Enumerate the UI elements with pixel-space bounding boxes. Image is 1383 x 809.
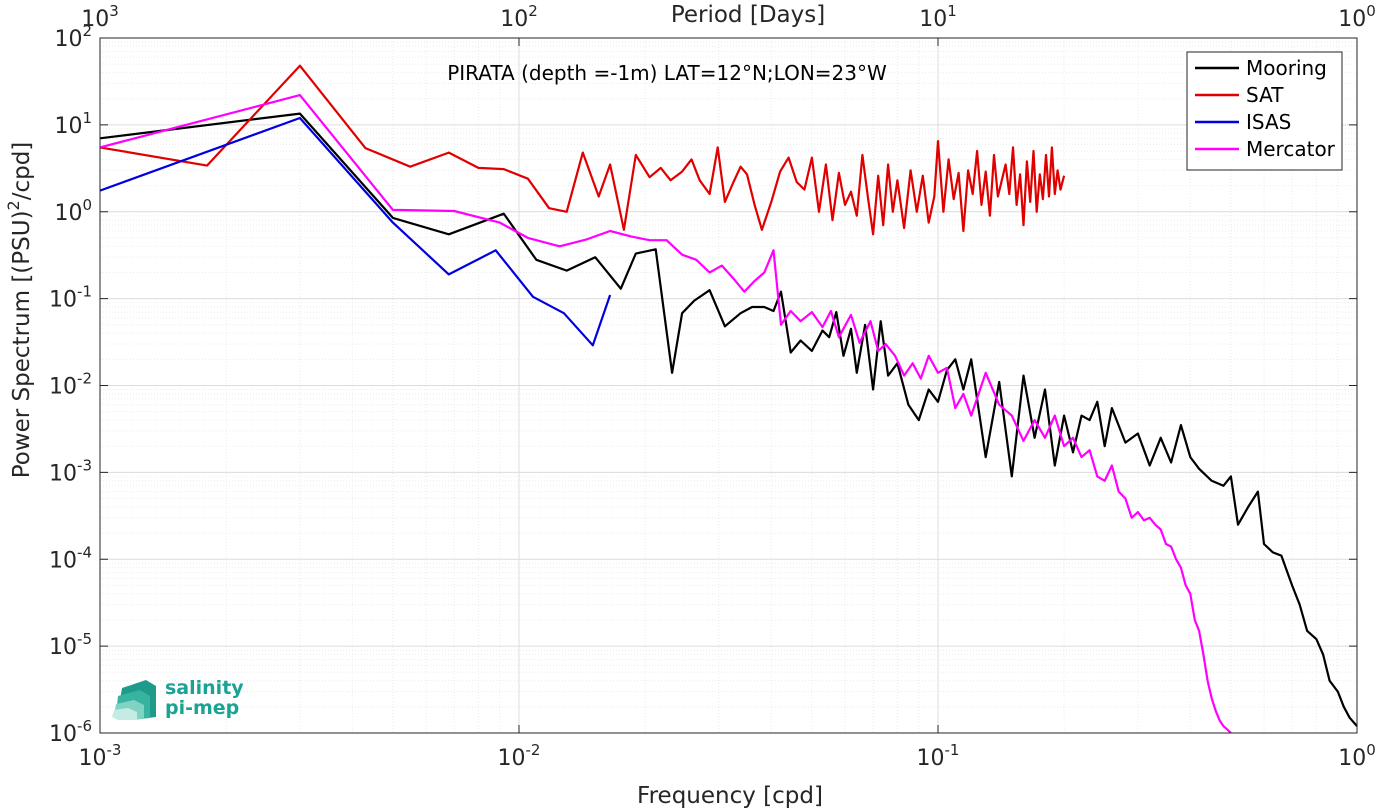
series-line-sat bbox=[99, 64, 1066, 236]
y-tick-label: 10-4 bbox=[49, 543, 92, 573]
y-tick-label: 101 bbox=[54, 109, 92, 139]
legend: Mooring SAT ISAS Mercator bbox=[1186, 51, 1343, 171]
series-line-isas bbox=[99, 116, 612, 347]
y-tick-label: 10-1 bbox=[49, 283, 92, 313]
legend-box bbox=[1186, 51, 1343, 171]
grid bbox=[99, 38, 1357, 734]
series-line-mooring bbox=[99, 112, 1358, 727]
y-axis-label: Power Spectrum [(PSU)2/cpd] bbox=[4, 142, 35, 479]
x-axis-label: Frequency [cpd] bbox=[637, 783, 823, 809]
x-tick-label: 10-1 bbox=[917, 741, 960, 771]
x-tick-label: 100 bbox=[1338, 741, 1376, 771]
y-tick-label: 10-2 bbox=[49, 370, 92, 400]
x2-tick-label: 101 bbox=[919, 2, 957, 32]
y-tick-label: 100 bbox=[54, 196, 92, 226]
y-tick-label: 10-6 bbox=[49, 717, 92, 747]
x2-tick-label: 102 bbox=[500, 2, 538, 32]
x2-tick-label: 103 bbox=[81, 2, 119, 32]
x-tick-label: 10-2 bbox=[498, 741, 541, 771]
series-line-mercator bbox=[99, 93, 1232, 734]
top-axis-label: Period [Days] bbox=[671, 2, 825, 28]
legend-label: SAT bbox=[1246, 83, 1284, 107]
y-tick-label: 10-3 bbox=[49, 456, 92, 486]
logo-mark-icon bbox=[112, 680, 156, 720]
legend-label: Mooring bbox=[1246, 56, 1327, 80]
legend-label: ISAS bbox=[1246, 110, 1291, 134]
y-tick-label: 102 bbox=[54, 22, 92, 52]
chart-title: PIRATA (depth =-1m) LAT=12°N;LON=23°W bbox=[447, 61, 887, 85]
x2-tick-label: 100 bbox=[1338, 2, 1376, 32]
salinity-pi-mep-logo: salinity pi-mep bbox=[112, 677, 244, 720]
series-lines bbox=[99, 64, 1358, 734]
logo-text-salinity: salinity bbox=[165, 677, 244, 699]
y-tick-label: 10-5 bbox=[49, 630, 92, 660]
legend-label: Mercator bbox=[1246, 137, 1336, 161]
x-tick-label: 10-3 bbox=[79, 741, 122, 771]
logo-text-pi-mep: pi-mep bbox=[165, 697, 239, 719]
